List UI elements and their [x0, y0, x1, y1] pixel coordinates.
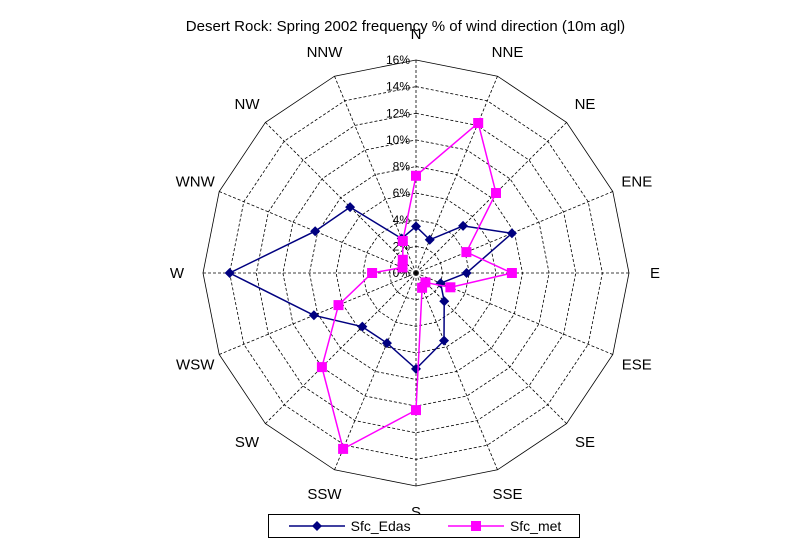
data-point: [491, 188, 501, 198]
series-sfc-met: [316, 118, 517, 454]
data-point: [411, 221, 421, 232]
direction-label-ssw: SSW: [307, 486, 342, 503]
legend-swatch-sfc-edas: [288, 521, 345, 531]
tick-label: 12%: [386, 106, 410, 120]
data-point: [357, 321, 368, 332]
data-point: [445, 282, 456, 293]
data-point: [308, 310, 319, 321]
tick-label: 16%: [386, 53, 410, 67]
direction-label-w: W: [170, 265, 185, 282]
grid-spoke-ssw: [334, 272, 417, 470]
series-line: [227, 206, 514, 370]
direction-label-nne: NNE: [492, 44, 524, 61]
data-point: [439, 296, 450, 307]
direction-label-ene: ENE: [621, 174, 652, 191]
data-point: [458, 220, 469, 231]
data-point: [461, 268, 472, 278]
data-point: [411, 170, 421, 181]
direction-label-ese: ESE: [622, 357, 652, 374]
tick-label: 6%: [393, 186, 411, 200]
legend-item-sfc-met: Sfc_met: [446, 518, 561, 534]
data-point: [310, 226, 321, 237]
grid-ring-2: [362, 219, 470, 327]
direction-label-sw: SW: [235, 434, 260, 451]
data-point: [424, 234, 435, 245]
direction-label-ne: NE: [575, 96, 596, 113]
legend-swatch-sfc-met: [447, 521, 504, 531]
grid-ring-6: [255, 112, 577, 434]
direction-label-wsw: WSW: [176, 357, 215, 374]
data-point: [439, 335, 450, 346]
data-point: [316, 362, 327, 373]
grid-spoke-wsw: [219, 272, 417, 355]
data-point: [224, 268, 235, 278]
data-point: [420, 277, 431, 288]
direction-label-sse: SSE: [492, 486, 522, 503]
data-point: [397, 254, 408, 265]
grid-ring-3: [335, 192, 497, 354]
data-point: [338, 443, 349, 454]
data-point: [345, 202, 356, 213]
data-point: [397, 262, 408, 273]
grid-spoke-nne: [415, 76, 498, 274]
grid-spoke-sw: [265, 272, 417, 424]
radar-grid: [202, 59, 630, 487]
tick-label: 10%: [386, 133, 410, 147]
direction-label-e: E: [650, 265, 660, 282]
data-point: [381, 338, 392, 349]
data-point: [397, 236, 408, 246]
direction-label-nnw: NNW: [307, 44, 344, 61]
data-point: [367, 268, 378, 278]
data-point: [506, 268, 517, 278]
legend-item-sfc-edas: Sfc_Edas: [287, 518, 411, 534]
direction-label-se: SE: [575, 434, 595, 451]
data-point: [333, 300, 344, 311]
chart-title: Desert Rock: Spring 2002 frequency % of …: [185, 18, 626, 35]
series-layer: [224, 118, 517, 454]
direction-label-n: N: [411, 26, 422, 43]
tick-label: 8%: [393, 160, 411, 174]
grid-spoke-sse: [415, 272, 498, 470]
data-point: [417, 282, 428, 293]
direction-label-s: S: [411, 504, 421, 521]
grid-spoke-se: [415, 272, 567, 424]
direction-labels: N NNE NE ENE E ESE SE SSE S SSW SW WSW W WNW NW NNW: [170, 26, 660, 521]
data-point: [506, 228, 517, 239]
direction-label-nw: NW: [235, 96, 261, 113]
legend-label-sfc-met: Sfc_met: [509, 518, 562, 534]
grid-ring-1: [388, 245, 444, 301]
legend-label-sfc-edas: Sfc_Edas: [350, 518, 411, 534]
data-point: [461, 247, 472, 258]
legend: Sfc_Edas Sfc_met: [268, 514, 580, 538]
grid-spoke-nw: [265, 122, 417, 274]
tick-label: 14%: [386, 80, 410, 94]
series-sfc-edas: [224, 202, 517, 374]
data-point: [473, 118, 484, 128]
data-point: [411, 405, 421, 416]
direction-label-wnw: WNW: [176, 174, 216, 191]
